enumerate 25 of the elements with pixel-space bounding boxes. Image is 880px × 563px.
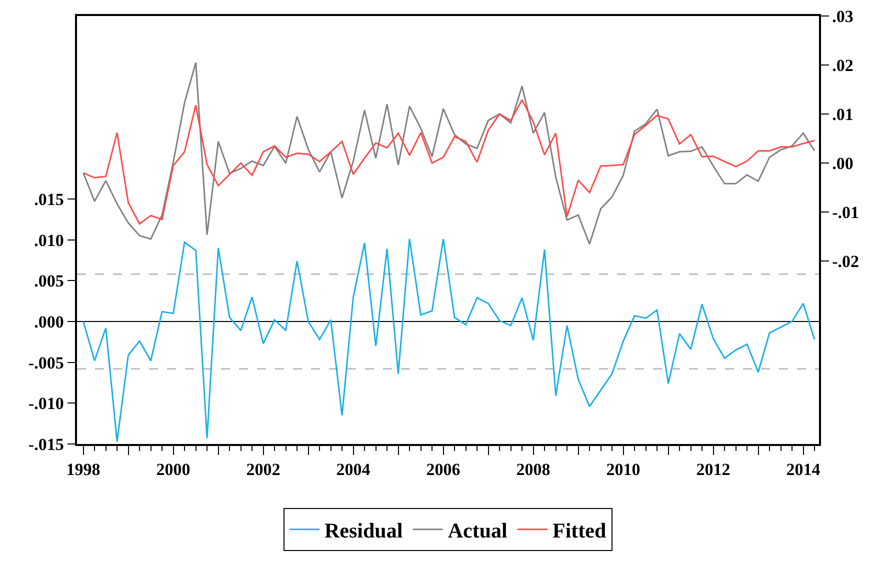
x-tick-label: 2002 — [246, 460, 280, 480]
y-tick-label: -.015 — [28, 434, 64, 454]
y2-tick-label: .03 — [832, 6, 854, 26]
y2-tick-label: .02 — [832, 56, 854, 75]
y2-tick-label: -.02 — [832, 252, 860, 272]
x-tick-label: 2008 — [516, 460, 550, 480]
y-tick-label: -.005 — [28, 353, 64, 372]
y2-tick-label: .00 — [832, 154, 854, 174]
y2-tick-label: -.01 — [832, 203, 860, 222]
y-tick-label: .015 — [34, 190, 64, 209]
legend-label: Fitted — [552, 518, 606, 543]
y-tick-label: .010 — [34, 230, 64, 250]
y-tick-label: .000 — [34, 312, 64, 332]
y2-tick-label: .01 — [832, 105, 854, 124]
x-tick-label: 2004 — [336, 460, 371, 480]
x-tick-label: 2014 — [786, 460, 821, 480]
x-tick-label: 2010 — [606, 460, 640, 480]
y-tick-label: .005 — [34, 272, 64, 291]
legend-label: Actual — [448, 518, 508, 543]
legend-label: Residual — [324, 518, 403, 543]
x-tick-label: 1998 — [66, 460, 100, 480]
x-tick-label: 2012 — [696, 460, 730, 480]
x-tick-label: 2000 — [156, 460, 190, 480]
y-tick-label: -.010 — [28, 394, 64, 414]
x-tick-label: 2006 — [426, 460, 460, 480]
